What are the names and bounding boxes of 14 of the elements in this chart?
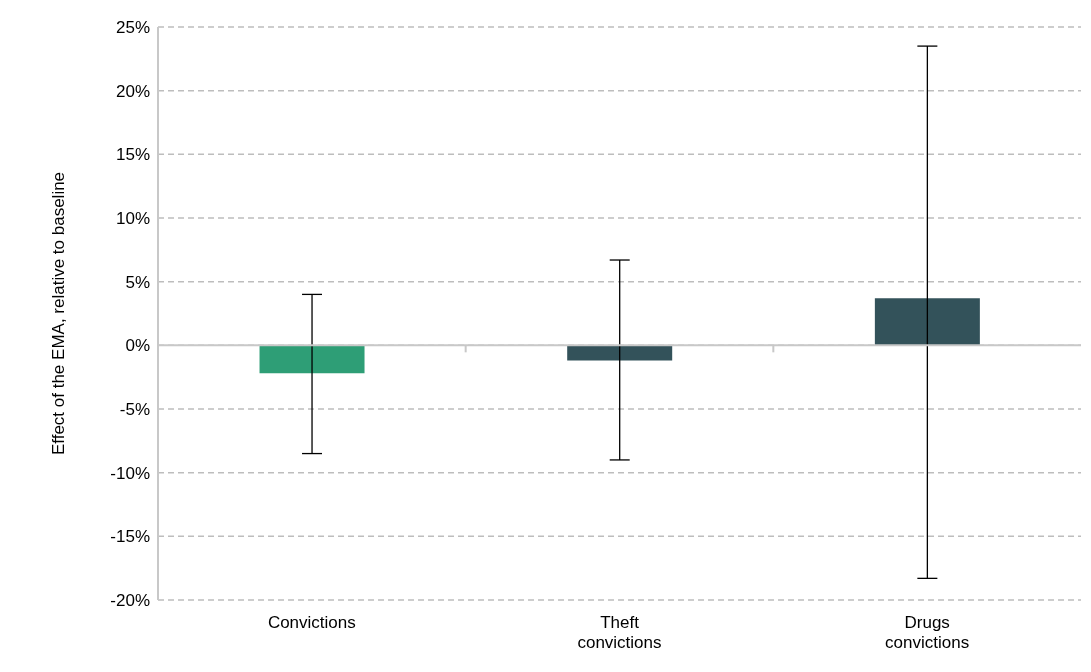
y-tick-label: 10% xyxy=(115,209,150,229)
y-tick-label: -15% xyxy=(110,527,150,547)
y-tick-label: 0% xyxy=(125,336,150,356)
y-tick-label: -20% xyxy=(110,591,150,611)
y-tick-label: 25% xyxy=(115,18,150,38)
x-tick-label: Theft convictions xyxy=(577,613,662,652)
y-tick-label: 15% xyxy=(115,145,150,165)
y-tick-label: 20% xyxy=(115,81,150,101)
y-tick-label: -10% xyxy=(110,463,150,483)
x-tick-label: Drugs convictions xyxy=(885,613,970,652)
x-tick-label: Convictions xyxy=(267,613,356,633)
y-axis-title: Effect of the EMA, relative to baseline xyxy=(49,171,69,456)
y-tick-label: 5% xyxy=(125,272,150,292)
y-tick-label: -5% xyxy=(119,400,150,420)
